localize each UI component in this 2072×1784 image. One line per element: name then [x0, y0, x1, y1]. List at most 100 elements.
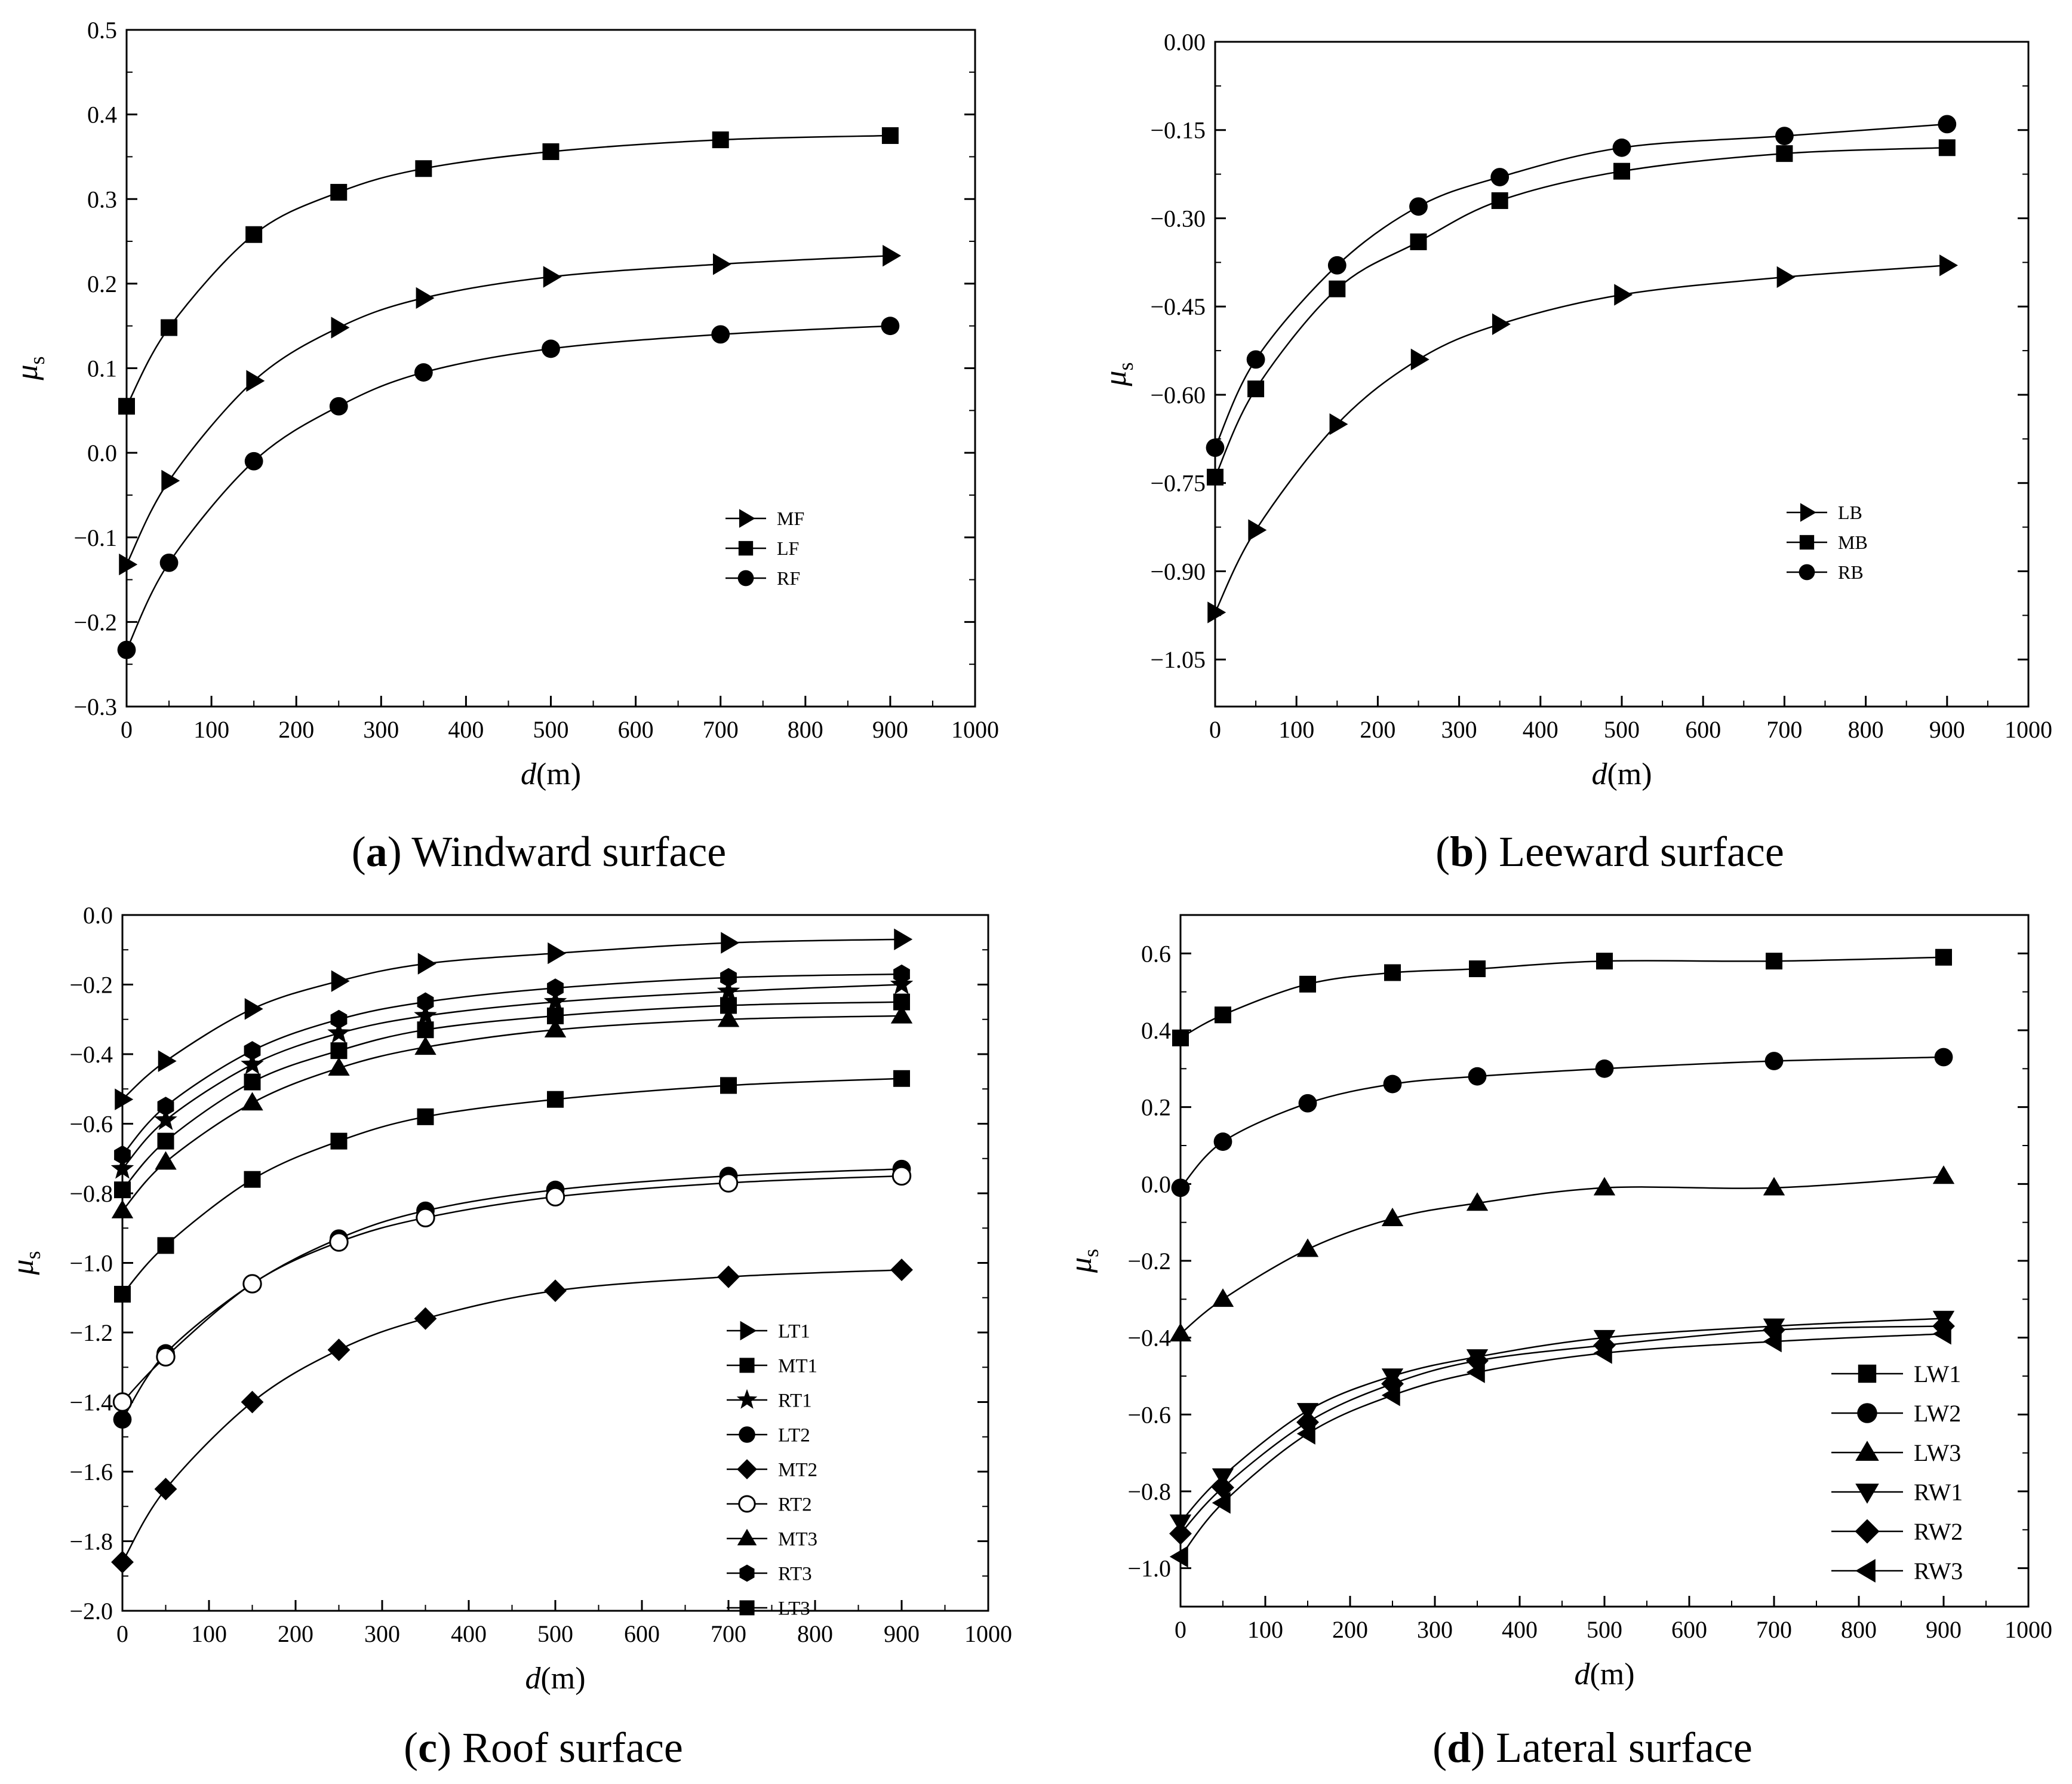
data-point-RW3: [1763, 1330, 1782, 1353]
legend-marker-LT3: [739, 1600, 755, 1616]
data-point-RT2: [242, 1274, 262, 1294]
y-tick-label: −0.15: [1150, 117, 1206, 144]
legend-marker-RW2: [1855, 1519, 1880, 1544]
data-point-LW2: [1213, 1132, 1232, 1151]
data-point-MB: [1207, 468, 1223, 486]
x-tick-label: 200: [1360, 716, 1395, 743]
x-tick-label: 600: [618, 716, 654, 743]
data-point-LT3: [547, 1007, 564, 1024]
legend-label: MF: [777, 508, 804, 529]
data-point-MT2: [241, 1390, 264, 1414]
caption-close-paren: ): [437, 1724, 451, 1771]
x-tick-label: 300: [364, 1620, 400, 1647]
data-point-RB: [1327, 256, 1347, 275]
legend-label: LF: [777, 538, 799, 559]
x-tick-label: 0: [116, 1620, 128, 1647]
data-point-LT3: [330, 1042, 348, 1060]
data-point-LW1: [1299, 975, 1316, 993]
data-point-LB: [1939, 254, 1958, 277]
data-point-RT1: [327, 1021, 351, 1043]
data-point-RB: [1775, 127, 1794, 145]
y-axis-title-sub: s: [21, 1251, 45, 1259]
x-axis-title-unit: (m): [1607, 757, 1652, 791]
x-tick-label: 0: [1175, 1616, 1186, 1643]
data-point-LW3: [1381, 1208, 1404, 1226]
legend-marker-LB: [1800, 503, 1816, 522]
x-tick-label: 900: [1926, 1616, 1962, 1643]
y-tick-label: 0.1: [87, 355, 117, 382]
data-point-LB: [1410, 348, 1430, 371]
x-axis-title-var: d: [521, 757, 537, 791]
data-point-LB: [1248, 519, 1267, 541]
data-point-RF: [117, 640, 136, 659]
legend-marker-LT2: [739, 1426, 755, 1443]
legend-marker-LF: [738, 541, 754, 556]
data-point-RT2: [416, 1208, 435, 1227]
data-point-RW2: [1296, 1411, 1319, 1434]
x-tick-label: 400: [1502, 1616, 1538, 1643]
y-axis-title-sub: s: [25, 356, 49, 364]
data-point-LB: [1614, 284, 1633, 306]
data-point-RW2: [1169, 1522, 1192, 1545]
data-point-MF: [883, 244, 902, 267]
x-axis-title-unit: (m): [540, 1662, 585, 1696]
data-point-LW3: [1296, 1238, 1319, 1257]
data-point-LW2: [1468, 1067, 1487, 1086]
x-tick-label: 100: [193, 716, 229, 743]
caption-letter: c: [418, 1724, 437, 1771]
data-point-MB: [1491, 192, 1508, 209]
data-point-MF: [416, 287, 435, 309]
caption-open-paren: (: [1435, 828, 1450, 876]
legend-label: LW3: [1914, 1439, 1961, 1466]
data-point-RT3: [893, 964, 910, 984]
legend: LT1 MT1 RT1 LT2 MT2 RT2 MT3 RT3 LT3: [727, 1321, 817, 1620]
x-axis-title: d(m): [525, 1662, 585, 1696]
x-tick-label: 1000: [2005, 1616, 2052, 1643]
x-tick-label: 700: [1766, 716, 1802, 743]
x-tick-label: 500: [1587, 1616, 1622, 1643]
data-point-RW2: [1212, 1476, 1234, 1499]
data-point-LT3: [114, 1181, 131, 1199]
data-point-RT2: [112, 1392, 133, 1412]
x-tick-label: 500: [537, 1620, 573, 1647]
y-tick-label: −0.4: [1127, 1325, 1171, 1352]
legend-label: LT2: [778, 1425, 810, 1447]
y-tick-label: 0.2: [87, 271, 117, 297]
data-point-LF: [245, 226, 263, 243]
data-point-RT1: [717, 979, 740, 1002]
data-point-RB: [1938, 115, 1957, 134]
x-tick-label: 700: [711, 1620, 746, 1647]
y-tick-label: −1.05: [1150, 646, 1206, 673]
data-point-RT2: [718, 1173, 739, 1193]
legend-label: LT1: [778, 1321, 810, 1343]
y-axis-title: μs: [1099, 362, 1138, 386]
data-point-RB: [1409, 197, 1428, 216]
y-axis-title: μs: [6, 1251, 45, 1275]
caption-text: Windward surface: [402, 828, 727, 876]
data-point-RF: [329, 397, 348, 416]
data-point-LF: [881, 127, 899, 145]
panel-0: 0 100 200 300 400 500 600 700 800 900 1000 −0.3 −0.2…: [10, 17, 999, 876]
data-point-MT1: [157, 1237, 174, 1254]
legend-label: RT1: [778, 1390, 812, 1412]
y-tick-label: −1.8: [69, 1528, 113, 1555]
legend-marker-LT1: [740, 1321, 757, 1341]
data-point-MF: [119, 553, 138, 576]
x-axis-ticks: 0 100 200 300 400 500 600 700 800 900 1000: [121, 696, 999, 743]
data-point-MF: [543, 266, 562, 288]
data-point-RB: [1206, 438, 1225, 457]
y-axis-title: μs: [1064, 1249, 1103, 1273]
data-point-LW2: [1934, 1048, 1953, 1067]
data-point-MT2: [414, 1307, 437, 1330]
y-tick-label: −0.2: [73, 609, 117, 635]
data-point-MT2: [111, 1550, 134, 1574]
y-tick-label: −0.2: [1127, 1248, 1171, 1275]
data-point-RB: [1246, 350, 1265, 369]
caption-close-paren: ): [1471, 1724, 1485, 1771]
data-point-LF: [330, 183, 348, 201]
data-point-LW3: [1763, 1177, 1785, 1196]
y-tick-label: −1.6: [69, 1458, 113, 1485]
legend-marker-RT1: [736, 1389, 758, 1409]
y-tick-label: −2.0: [69, 1598, 113, 1625]
y-tick-label: −0.45: [1150, 293, 1206, 320]
